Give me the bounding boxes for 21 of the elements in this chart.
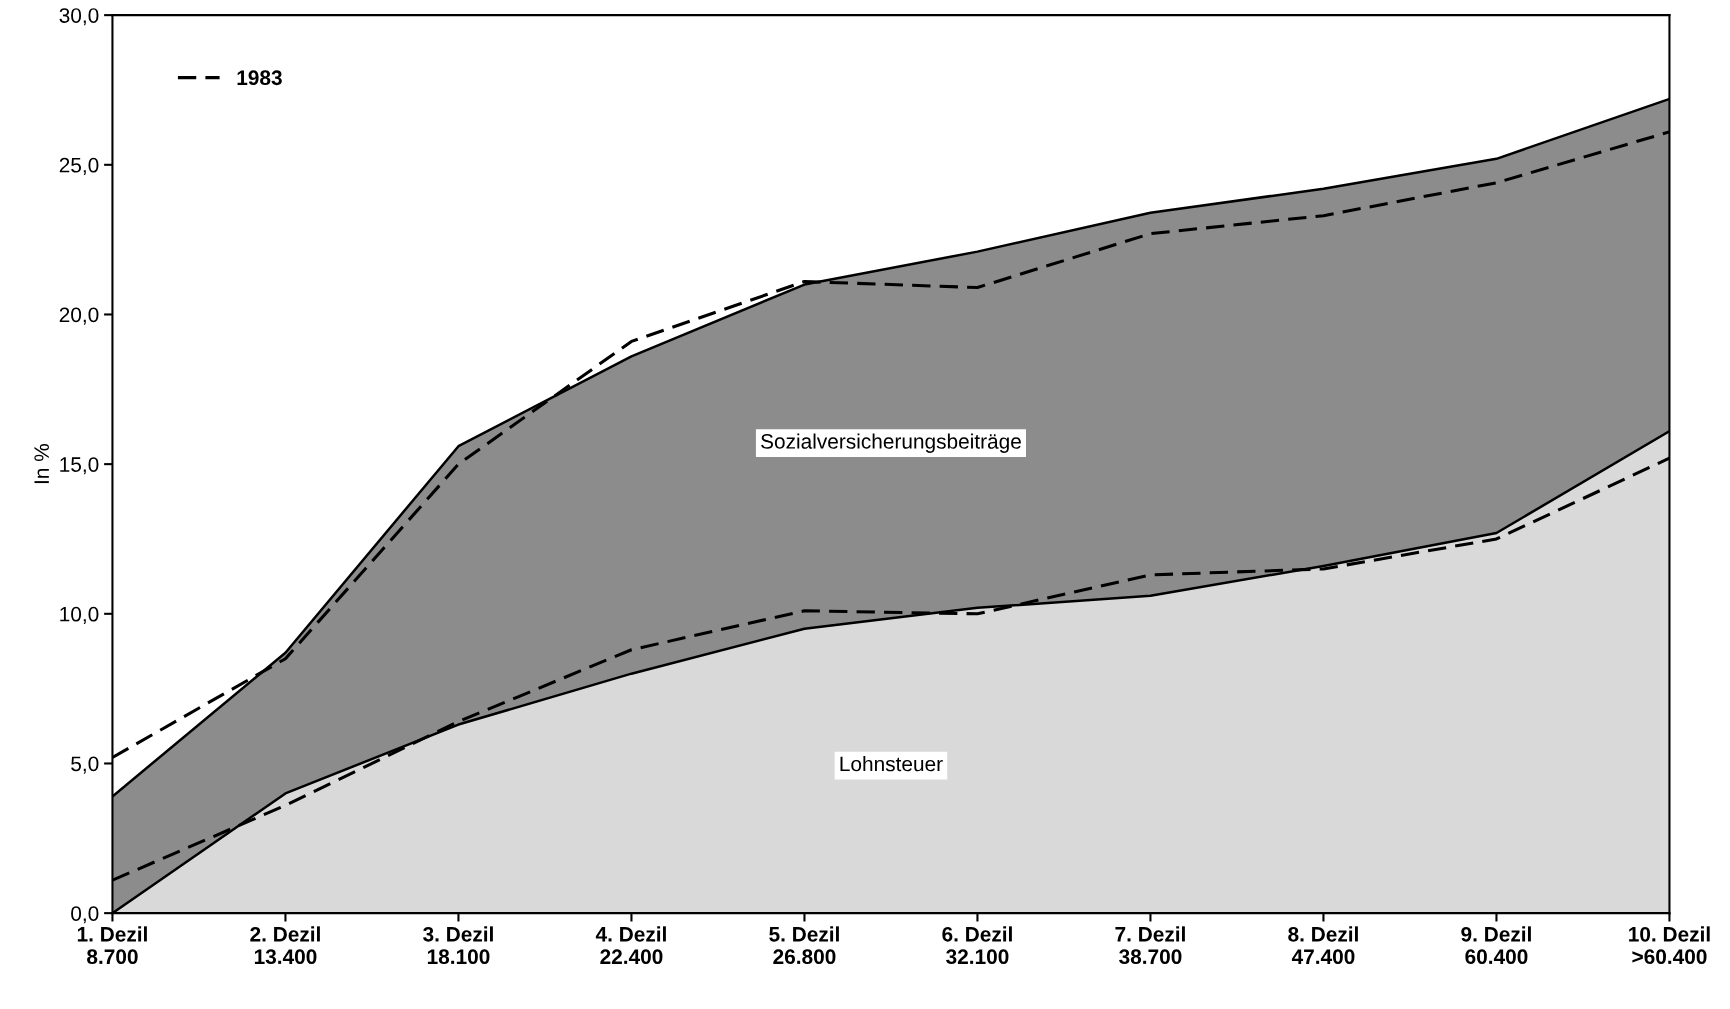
y-axis-title: In % bbox=[34, 444, 49, 484]
x-tick-label: 6. Dezil 32.100 bbox=[942, 926, 1012, 965]
y-tick-label: 10,0 bbox=[60, 606, 99, 625]
x-tick-label: 5. Dezil 26.800 bbox=[769, 926, 839, 965]
y-tick-label: 15,0 bbox=[60, 457, 99, 475]
x-tick-label: 8. Dezil 47.400 bbox=[1288, 926, 1358, 965]
x-tick-label: 2. Dezil 13.400 bbox=[250, 926, 320, 965]
series-label: Lohnsteuer bbox=[840, 756, 943, 772]
y-tick-label: 0,0 bbox=[71, 906, 99, 924]
y-tick-label: 5,0 bbox=[71, 756, 99, 774]
y-tick-label: 20,0 bbox=[59, 307, 99, 325]
series-label: Sozialversicherungsbeiträge bbox=[761, 433, 1021, 453]
x-tick-label: 10. Dezil >60.400 bbox=[1629, 926, 1710, 965]
x-tick-label: 1. Dezil 8.700 bbox=[77, 926, 147, 965]
x-tick-label: 7. Dezil 38.700 bbox=[1115, 926, 1185, 965]
x-tick-label: 3. Dezil 18.100 bbox=[423, 926, 493, 965]
x-tick-label: 9. Dezil 60.400 bbox=[1461, 926, 1531, 965]
y-tick-label: 30,0 bbox=[59, 8, 99, 26]
y-tick-label: 25,0 bbox=[59, 157, 99, 176]
legend-label: 1983 bbox=[237, 70, 282, 86]
x-tick-label: 4. Dezil 22.400 bbox=[595, 926, 666, 965]
